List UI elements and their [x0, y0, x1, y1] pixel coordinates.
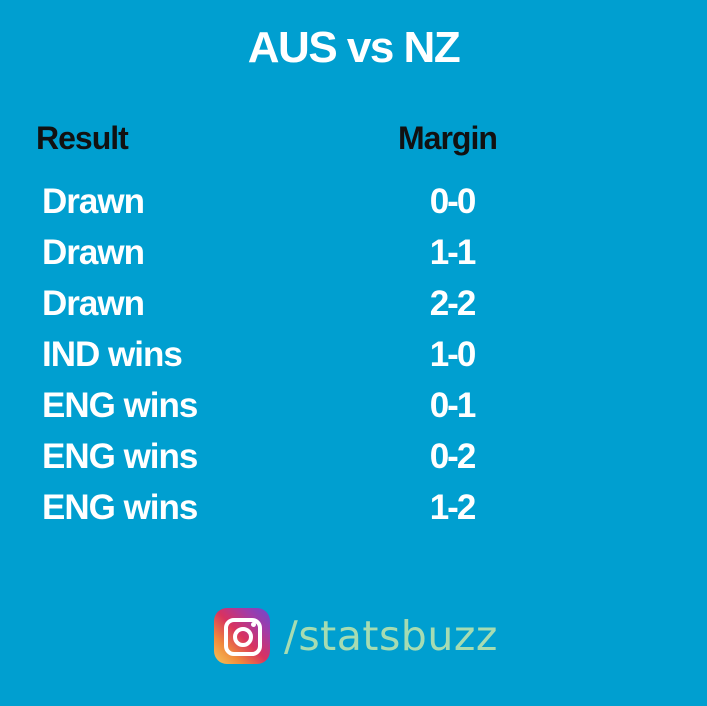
- result-cell: Drawn: [42, 182, 145, 221]
- margin-cell: 0-0: [429, 182, 477, 221]
- result-cell: ENG wins: [42, 437, 198, 476]
- results-list: Drawn 0-0 Drawn 1-1 Drawn 2-2 IND wins 1…: [0, 176, 707, 533]
- margin-cell: 2-2: [429, 284, 477, 323]
- result-cell: IND wins: [42, 335, 183, 374]
- margin-cell: 1-2: [429, 488, 477, 527]
- page-title: AUS vs NZ: [247, 23, 461, 72]
- table-row: ENG wins 0-2: [0, 431, 707, 482]
- instagram-icon: [214, 608, 270, 664]
- column-header-result: Result: [36, 120, 129, 156]
- margin-cell: 1-0: [429, 335, 477, 374]
- brand-handle: /statsbuzz: [284, 612, 498, 660]
- margin-cell: 0-2: [429, 437, 477, 476]
- table-row: ENG wins 0-1: [0, 380, 707, 431]
- brand-footer: /statsbuzz: [214, 608, 498, 664]
- margin-cell: 0-1: [429, 386, 477, 425]
- table-row: Drawn 0-0: [0, 176, 707, 227]
- margin-cell: 1-1: [429, 233, 477, 272]
- column-header-margin: Margin: [398, 120, 498, 156]
- table-row: ENG wins 1-2: [0, 482, 707, 533]
- result-cell: ENG wins: [42, 488, 198, 527]
- result-cell: Drawn: [42, 284, 145, 323]
- table-row: Drawn 1-1: [0, 227, 707, 278]
- result-cell: Drawn: [42, 233, 145, 272]
- result-cell: ENG wins: [42, 386, 198, 425]
- table-row: IND wins 1-0: [0, 329, 707, 380]
- table-row: Drawn 2-2: [0, 278, 707, 329]
